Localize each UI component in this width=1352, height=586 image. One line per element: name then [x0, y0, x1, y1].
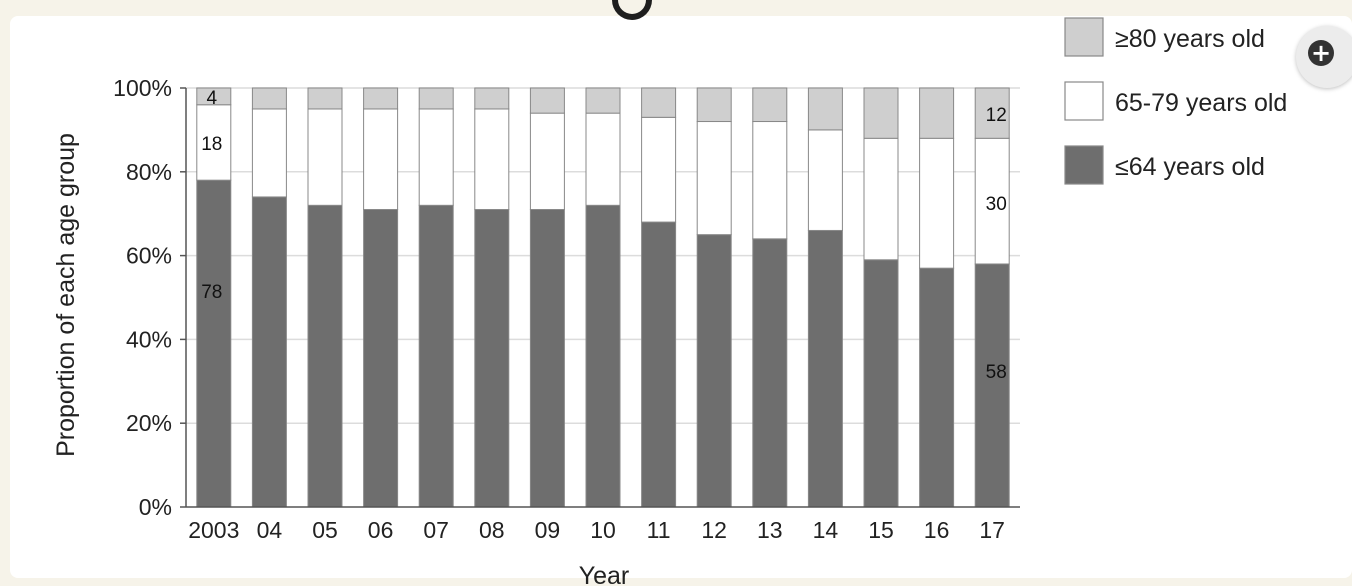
top-glyph-decoration	[612, 0, 652, 20]
data-labels: 78 18 4 58 30 12	[201, 88, 1007, 383]
x-tick-label: 16	[924, 517, 950, 543]
y-axis-label: Proportion of each age group	[52, 133, 80, 457]
legend: ≥80 years old 65-79 years old ≤64 years ol…	[1064, 17, 1287, 185]
bar-segment	[251, 87, 287, 110]
bar-segment	[307, 108, 343, 206]
bar-segment	[585, 87, 621, 114]
y-tick-label: 20%	[126, 410, 172, 436]
bar-segment	[919, 87, 955, 139]
bar-segment	[919, 267, 955, 508]
bar-segment	[807, 129, 843, 231]
bar-segment	[919, 137, 955, 269]
bar-segment	[251, 196, 287, 508]
data-label: 4	[207, 88, 218, 109]
bar-segment	[418, 204, 454, 508]
data-label: 30	[986, 194, 1007, 215]
y-tick-label: 100%	[113, 75, 172, 101]
bar-segment	[752, 121, 788, 240]
bar-segment	[974, 87, 1010, 139]
axes	[180, 87, 1020, 508]
x-tick-label: 12	[701, 517, 727, 543]
data-label: 58	[986, 362, 1007, 383]
bar-segment	[418, 87, 454, 110]
bar-segment	[474, 108, 510, 211]
bar-segment	[418, 108, 454, 206]
bar-segment	[196, 179, 232, 508]
bar-segment	[752, 238, 788, 508]
x-tick-label: 09	[535, 517, 561, 543]
bar-segment	[696, 87, 732, 123]
bar-segment	[363, 87, 399, 110]
bar-segment	[974, 263, 1010, 508]
bar-segment	[474, 209, 510, 508]
x-tick-label: 06	[368, 517, 394, 543]
bar-segment	[307, 87, 343, 110]
bar-segment	[807, 229, 843, 508]
y-tick-label: 40%	[126, 326, 172, 352]
bar-segment	[529, 209, 565, 508]
data-label: 18	[201, 134, 222, 155]
bar-segment	[863, 87, 899, 139]
zoom-in-button[interactable]: +	[1296, 26, 1352, 88]
bar-segment	[251, 108, 287, 198]
bar-segment	[529, 112, 565, 211]
x-tick-label: 08	[479, 517, 505, 543]
bar-segment	[474, 87, 510, 110]
bar-segment	[641, 116, 677, 223]
x-tick-label: 05	[312, 517, 338, 543]
bar-segment	[363, 108, 399, 211]
bars	[196, 87, 1010, 508]
x-tick-label: 2003	[188, 517, 239, 543]
x-tick-label: 15	[868, 517, 894, 543]
legend-swatch	[1064, 145, 1104, 185]
y-tick-label: 0%	[139, 494, 172, 520]
chart-card	[10, 16, 1352, 578]
y-tick-label: 60%	[126, 243, 172, 269]
x-axis-label: Year	[579, 562, 630, 586]
bar-segment	[363, 209, 399, 508]
legend-swatch	[1064, 81, 1104, 121]
x-tick-label: 10	[590, 517, 616, 543]
legend-label: ≥80 years old	[1115, 25, 1265, 53]
bar-segment	[863, 137, 899, 261]
bar-segment	[641, 87, 677, 118]
x-tick-label: 11	[647, 517, 671, 543]
bar-segment	[529, 87, 565, 114]
legend-swatch	[1064, 17, 1104, 57]
x-tick-labels: 2003 04 05 06 07 08 09 10 11 12 13 14 15 16 17	[188, 517, 1005, 543]
legend-label: 65-79 years old	[1115, 89, 1287, 117]
data-label: 12	[986, 105, 1007, 126]
bar-segment	[196, 104, 232, 181]
bar-segment	[585, 204, 621, 508]
y-tick-label: 80%	[126, 159, 172, 185]
bar-segment	[196, 87, 232, 106]
bar-segment	[696, 121, 732, 236]
bar-segment	[585, 112, 621, 206]
bar-segment	[807, 87, 843, 131]
zoom-in-icon: +	[1308, 40, 1334, 66]
bar-segment	[641, 221, 677, 508]
x-tick-label: 13	[757, 517, 783, 543]
legend-label: ≤64 years old	[1115, 153, 1265, 181]
bar-segment	[696, 234, 732, 508]
x-tick-label: 14	[813, 517, 839, 543]
bar-segment	[863, 259, 899, 508]
x-tick-label: 17	[979, 517, 1005, 543]
bar-segment	[307, 204, 343, 508]
y-tick-labels: 0% 20% 40% 60% 80% 100%	[113, 75, 172, 520]
x-tick-label: 07	[423, 517, 449, 543]
data-label: 78	[201, 282, 222, 303]
bar-segment	[752, 87, 788, 123]
x-tick-label: 04	[257, 517, 283, 543]
